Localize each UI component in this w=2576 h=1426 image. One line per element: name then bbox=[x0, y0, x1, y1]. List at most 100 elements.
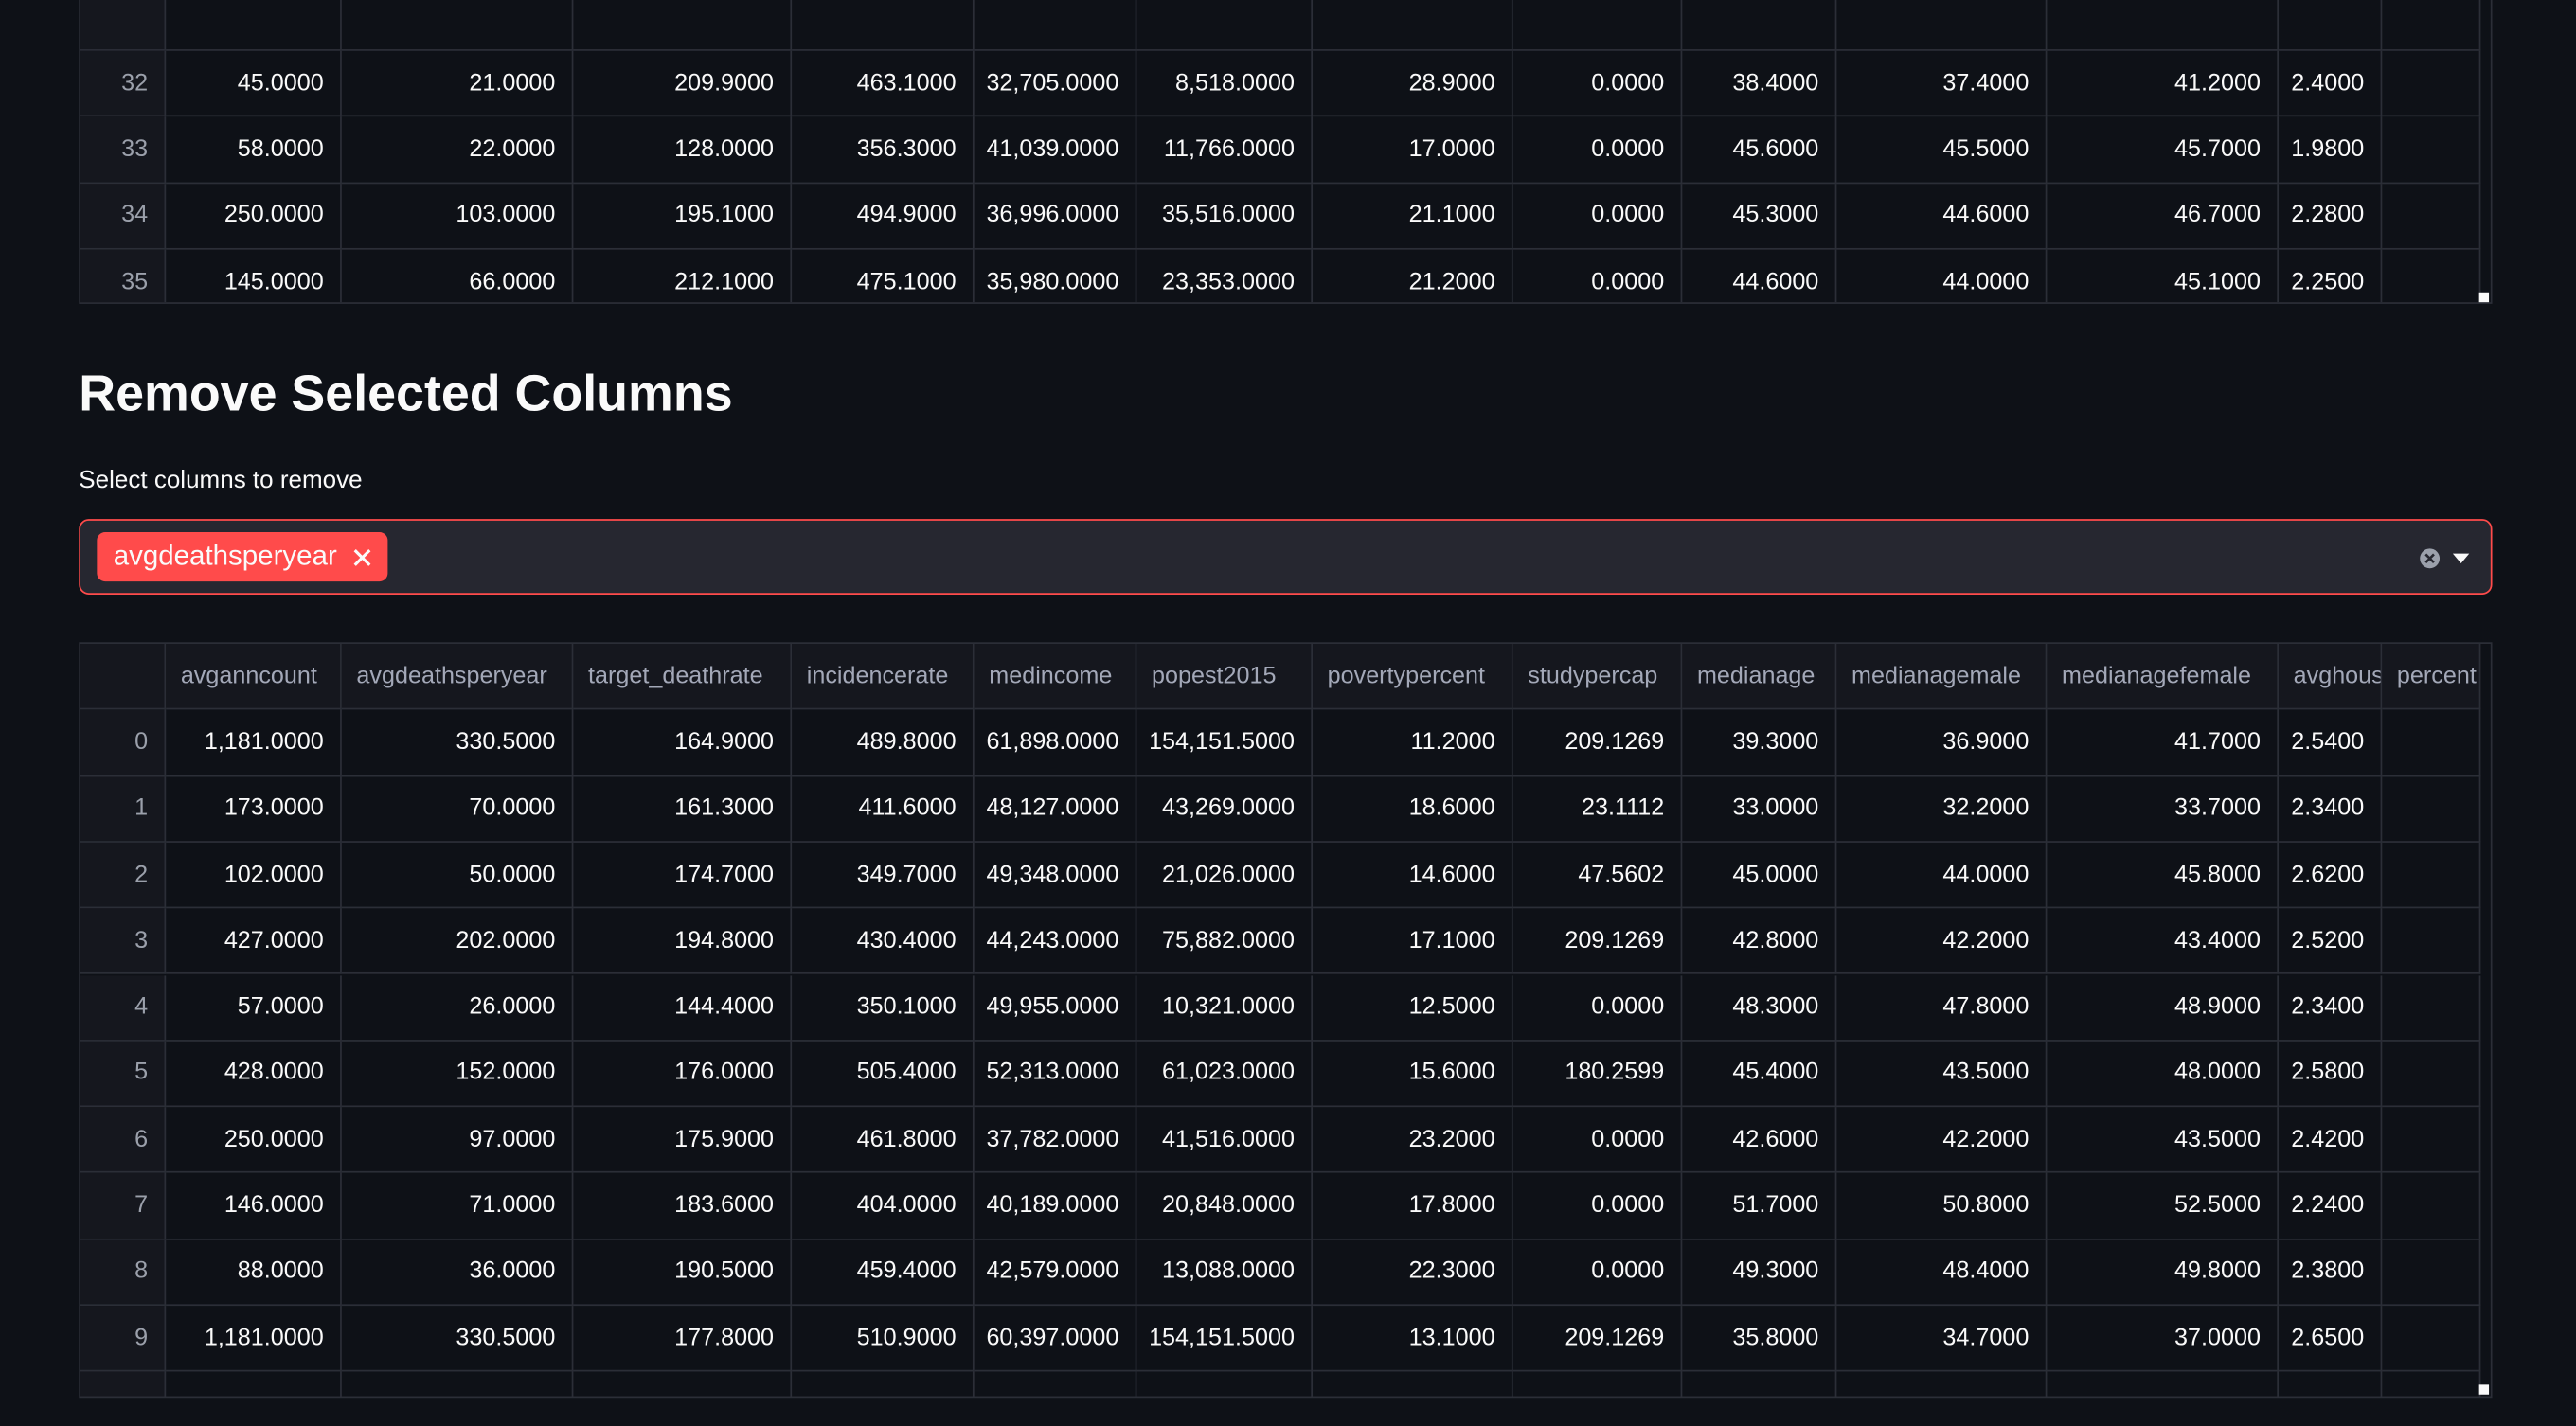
table-cell: 459.4000 bbox=[792, 1239, 975, 1307]
table-cell: 45.5000 bbox=[1836, 116, 2048, 184]
row-index: 32 bbox=[80, 50, 167, 117]
table-cell: 28.9000 bbox=[1313, 50, 1513, 117]
table-cell: 58.0000 bbox=[166, 116, 342, 184]
partial-cell bbox=[2279, 0, 2383, 51]
table-cell: 12.5000 bbox=[1313, 974, 1513, 1042]
table-cell: 47.5602 bbox=[1512, 842, 1683, 909]
table-cell: 17.0000 bbox=[1313, 116, 1513, 184]
table-cell bbox=[2382, 908, 2481, 975]
table-cell: 154,151.5000 bbox=[1136, 1306, 1314, 1372]
resize-handle[interactable] bbox=[2478, 1384, 2490, 1395]
table-cell: 26.0000 bbox=[341, 974, 574, 1042]
table-cell: 48.4000 bbox=[1836, 1239, 2048, 1307]
row-index: 0 bbox=[80, 709, 167, 776]
dropdown-arrow[interactable] bbox=[2451, 552, 2471, 565]
table-cell: 50.8000 bbox=[1836, 1173, 2048, 1240]
table-cell: 154,151.5000 bbox=[1136, 709, 1314, 776]
table-cell: 175.9000 bbox=[573, 1107, 793, 1174]
row-index: 9 bbox=[80, 1306, 167, 1372]
table-cell: 430.4000 bbox=[792, 908, 975, 975]
table-cell: 174.7000 bbox=[573, 842, 793, 909]
table-cell: 0.0000 bbox=[1512, 116, 1683, 184]
selected-tag[interactable]: avgdeathsperyear bbox=[97, 532, 388, 582]
table-cell: 61,898.0000 bbox=[974, 709, 1137, 776]
top-dataframe: 32 45.0000 21.0000 209.9000 463.1000 32,705.0… bbox=[79, 0, 2493, 304]
table-cell: 66.0000 bbox=[342, 249, 574, 303]
multiselect[interactable]: avgdeathsperyear bbox=[79, 519, 2493, 595]
table-cell: 144.4000 bbox=[573, 974, 793, 1042]
table-cell: 489.8000 bbox=[792, 709, 975, 776]
table-cell: 250.0000 bbox=[166, 1107, 342, 1174]
table-cell: 152.0000 bbox=[341, 1041, 574, 1108]
table-cell: 2.5800 bbox=[2279, 1041, 2383, 1108]
table-cell: 34.7000 bbox=[1836, 1306, 2048, 1372]
table-cell: 49,348.0000 bbox=[974, 842, 1137, 909]
table-cell: 176.0000 bbox=[573, 1041, 793, 1108]
table-cell: 52,313.0000 bbox=[974, 1041, 1137, 1108]
table-cell: 194.8000 bbox=[573, 908, 793, 975]
table-cell: 0.0000 bbox=[1513, 249, 1683, 303]
table-cell: 2.3400 bbox=[2279, 974, 2383, 1042]
partial-cell bbox=[1136, 1371, 1314, 1397]
table-cell: 161.3000 bbox=[573, 775, 793, 843]
table-cell: 0.0000 bbox=[1512, 1173, 1683, 1240]
table-cell: 21.1000 bbox=[1313, 183, 1513, 250]
table-cell: 71.0000 bbox=[341, 1173, 574, 1240]
table-cell: 48.9000 bbox=[2047, 974, 2280, 1042]
table-cell: 1,181.0000 bbox=[166, 709, 342, 776]
table-cell: 61,023.0000 bbox=[1136, 1041, 1314, 1108]
table-cell: 2.2400 bbox=[2279, 1173, 2383, 1240]
table-cell: 11,766.0000 bbox=[1136, 116, 1314, 184]
select-label: Select columns to remove bbox=[79, 466, 363, 495]
partial-cell bbox=[2047, 1371, 2280, 1397]
table-cell: 2.4200 bbox=[2279, 1107, 2383, 1174]
table-cell: 209.1269 bbox=[1512, 1306, 1683, 1372]
table-cell: 404.0000 bbox=[792, 1173, 975, 1240]
partial-cell bbox=[341, 0, 574, 51]
table-cell: 35,516.0000 bbox=[1136, 183, 1314, 250]
table-cell: 43.4000 bbox=[2047, 908, 2280, 975]
table-cell: 51.7000 bbox=[1682, 1173, 1837, 1240]
table-cell: 45.0000 bbox=[166, 50, 342, 117]
table-cell: 250.0000 bbox=[166, 183, 342, 250]
table-cell: 102.0000 bbox=[166, 842, 342, 909]
table-cell bbox=[2382, 1239, 2481, 1307]
column-header: medianage bbox=[1682, 644, 1837, 710]
clear-button[interactable] bbox=[2418, 547, 2441, 570]
table-cell: 17.1000 bbox=[1313, 908, 1513, 975]
table-cell: 18.6000 bbox=[1313, 775, 1513, 843]
table-cell bbox=[2382, 1173, 2481, 1240]
dataframe: avganncount avgdeathsperyear target_deathr… bbox=[79, 642, 2493, 1399]
table-cell: 45.3000 bbox=[1682, 183, 1837, 250]
table-cell: 22.0000 bbox=[341, 116, 574, 184]
table-cell: 0.0000 bbox=[1512, 50, 1683, 117]
table-cell: 173.0000 bbox=[166, 775, 342, 843]
table-cell: 41.2000 bbox=[2047, 50, 2280, 117]
table-cell: 510.9000 bbox=[792, 1306, 975, 1372]
table-cell: 44.6000 bbox=[1682, 249, 1837, 303]
row-index: 1 bbox=[80, 775, 167, 843]
row-index: 7 bbox=[80, 1173, 167, 1240]
table-cell: 48.3000 bbox=[1682, 974, 1837, 1042]
table-cell: 36.9000 bbox=[1836, 709, 2048, 776]
table-cell: 209.1269 bbox=[1512, 908, 1683, 975]
row-index: 2 bbox=[80, 842, 167, 909]
table-cell: 461.8000 bbox=[792, 1107, 975, 1174]
table-cell bbox=[2382, 249, 2481, 303]
table-cell: 2.6500 bbox=[2279, 1306, 2383, 1372]
table-cell: 15.6000 bbox=[1313, 1041, 1513, 1108]
partial-cell bbox=[1313, 1371, 1513, 1397]
table-cell: 45.6000 bbox=[1682, 116, 1837, 184]
partial-cell bbox=[1512, 0, 1683, 51]
table-cell: 0.0000 bbox=[1512, 183, 1683, 250]
table-cell: 50.0000 bbox=[341, 842, 574, 909]
table-cell: 2.6200 bbox=[2279, 842, 2383, 909]
tag-remove[interactable] bbox=[353, 548, 371, 566]
partial-cell bbox=[342, 1371, 574, 1397]
table-cell: 2.3800 bbox=[2279, 1239, 2383, 1307]
column-header: povertypercent bbox=[1313, 644, 1513, 710]
table-cell: 494.9000 bbox=[792, 183, 975, 250]
resize-handle[interactable] bbox=[2478, 292, 2490, 303]
table-cell: 330.5000 bbox=[341, 709, 574, 776]
table-cell: 411.6000 bbox=[792, 775, 975, 843]
